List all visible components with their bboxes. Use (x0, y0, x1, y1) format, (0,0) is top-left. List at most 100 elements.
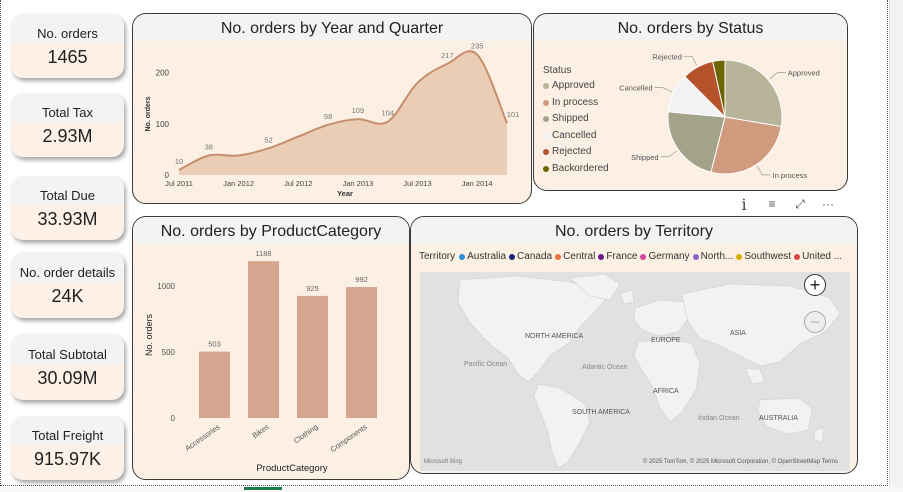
legend-item-shipped[interactable]: Shipped (543, 111, 609, 128)
leader-line (683, 56, 698, 66)
legend-item-australia[interactable]: Australia (459, 251, 506, 262)
kpi-orders[interactable]: No. orders 1465 (11, 14, 124, 78)
x-tick-label: Jul 2013 (403, 179, 431, 188)
chart-title: No. orders by Territory (411, 217, 857, 244)
legend-dot (543, 165, 549, 172)
map-credits[interactable]: © 2025 TomTom, © 2025 Microsoft Corporat… (642, 459, 838, 465)
x-tick-label: Jul 2011 (165, 179, 193, 188)
focus-mode-icon[interactable]: ⤢ (789, 194, 811, 214)
legend-label: Cancelled (552, 129, 597, 141)
kpi-total-tax[interactable]: Total Tax 2.93M (11, 93, 124, 157)
x-axis-title: Year (337, 189, 353, 198)
active-page-tab-indicator[interactable] (244, 487, 282, 490)
kpi-value: 2.93M (42, 125, 93, 146)
status-chart[interactable]: No. orders by Status Status Approved In … (533, 13, 848, 191)
kpi-header: No. orders (11, 14, 124, 43)
legend-item-northwest[interactable]: North... (692, 251, 733, 262)
map-label-atlantic-ocean: Atlantic Ocean (582, 364, 628, 371)
bar[interactable] (297, 295, 328, 418)
legend-item-southwest[interactable]: Southwest (736, 251, 791, 262)
bing-logo: Microsoft Bing (424, 459, 463, 465)
kpi-value: 24K (51, 285, 84, 306)
x-tick-label: Bikes (250, 422, 270, 440)
world-map[interactable]: NORTH AMERICA EUROPE ASIA Pacific Ocean … (420, 272, 850, 471)
pie-slice[interactable] (712, 59, 726, 118)
data-label: 992 (355, 275, 368, 284)
legend-item-approved[interactable]: Approved (543, 78, 609, 95)
legend-item-in-process[interactable]: In process (543, 95, 609, 112)
map-label-asia: ASIA (730, 330, 746, 337)
pie-slice[interactable] (710, 116, 782, 175)
kpi-header: No. order details (11, 252, 124, 282)
kpi-header: Total Due (11, 176, 124, 205)
data-label: 10 (175, 157, 183, 166)
status-legend: Status Approved In process Shipped Cance… (543, 64, 609, 177)
y-tick-label: 0 (171, 414, 176, 423)
territory-map[interactable]: No. orders by Territory Territory Austra… (410, 216, 858, 474)
legend-dot (736, 253, 743, 260)
legend-label: Rejected (552, 146, 592, 157)
kpi-label: Total Freight (31, 427, 104, 443)
kpi-header: Total Subtotal (11, 334, 124, 364)
legend-dot (543, 149, 549, 156)
kpi-total-freight[interactable]: Total Freight 915.97K (11, 416, 124, 480)
legend-dot (509, 253, 516, 260)
data-label: 38 (205, 143, 213, 152)
map-label-africa: AFRICA (653, 388, 679, 395)
more-options-icon[interactable]: ··· (817, 194, 839, 214)
visual-header-toolbar: i ≡ ⤢ ··· (733, 193, 855, 215)
legend-label: France (606, 251, 638, 262)
data-label: 1188 (255, 249, 271, 258)
map-label-europe: EUROPE (651, 337, 681, 344)
y-tick-label: 0 (165, 171, 170, 180)
zoom-out-button[interactable]: − (804, 311, 826, 333)
pie-slice[interactable] (667, 111, 726, 173)
x-tick-label: Accessories (183, 422, 221, 453)
data-label: 235 (471, 42, 484, 51)
series-line[interactable] (178, 50, 508, 171)
y-tick-label: 100 (156, 120, 170, 129)
kpi-label: No. order details (19, 264, 116, 280)
x-axis-title: ProductCategory (256, 463, 328, 474)
slice-label: Cancelled (619, 84, 652, 93)
legend-label: Canada (517, 251, 553, 262)
zoom-in-button[interactable]: + (804, 274, 826, 296)
data-label: 52 (264, 135, 272, 144)
x-tick-label: Components (329, 422, 369, 454)
legend-item-rejected[interactable]: Rejected (543, 144, 609, 161)
legend-dot (598, 253, 605, 260)
legend-title: Territory (419, 251, 456, 262)
data-label: 217 (441, 51, 454, 60)
category-chart[interactable]: No. orders by ProductCategory 0 500 1000 50… (132, 216, 410, 480)
data-label: 101 (507, 110, 520, 119)
legend-item-france[interactable]: France (598, 251, 637, 262)
filter-icon[interactable]: ≡ (761, 194, 783, 214)
pie-slice[interactable] (724, 59, 783, 128)
legend-item-backordered[interactable]: Backordered (543, 161, 609, 178)
chart-title: No. orders by ProductCategory (133, 217, 409, 244)
kpi-total-due[interactable]: Total Due 33.93M (11, 176, 124, 240)
slice-label: Rejected (652, 52, 682, 61)
bar[interactable] (199, 351, 230, 418)
y-tick-label: 500 (162, 348, 176, 357)
right-scrollbar[interactable] (889, 0, 903, 492)
data-label: 104 (381, 109, 394, 118)
leader-line (769, 72, 786, 80)
legend-label: In process (552, 96, 599, 108)
data-label: 98 (324, 112, 332, 121)
bar[interactable] (346, 287, 377, 418)
year-quarter-chart[interactable]: No. orders by Year and Quarter 0 100 200 Ju… (132, 13, 532, 204)
kpi-total-subtotal[interactable]: Total Subtotal 30.09M (11, 334, 124, 400)
kpi-order-details[interactable]: No. order details 24K (11, 252, 124, 318)
legend-item-canada[interactable]: Canada (509, 251, 552, 262)
bar[interactable] (248, 261, 279, 418)
legend-item-cancelled[interactable]: Cancelled (543, 128, 609, 145)
legend-item-central[interactable]: Central (555, 251, 595, 262)
legend-dot (543, 132, 549, 139)
legend-item-germany[interactable]: Germany (640, 251, 690, 262)
kpi-value: 1465 (47, 46, 88, 67)
legend-item-united-kingdom[interactable]: United ... (794, 251, 842, 262)
data-label: 109 (352, 106, 365, 115)
info-icon[interactable]: i (741, 194, 747, 214)
legend-label: Germany (648, 251, 690, 262)
